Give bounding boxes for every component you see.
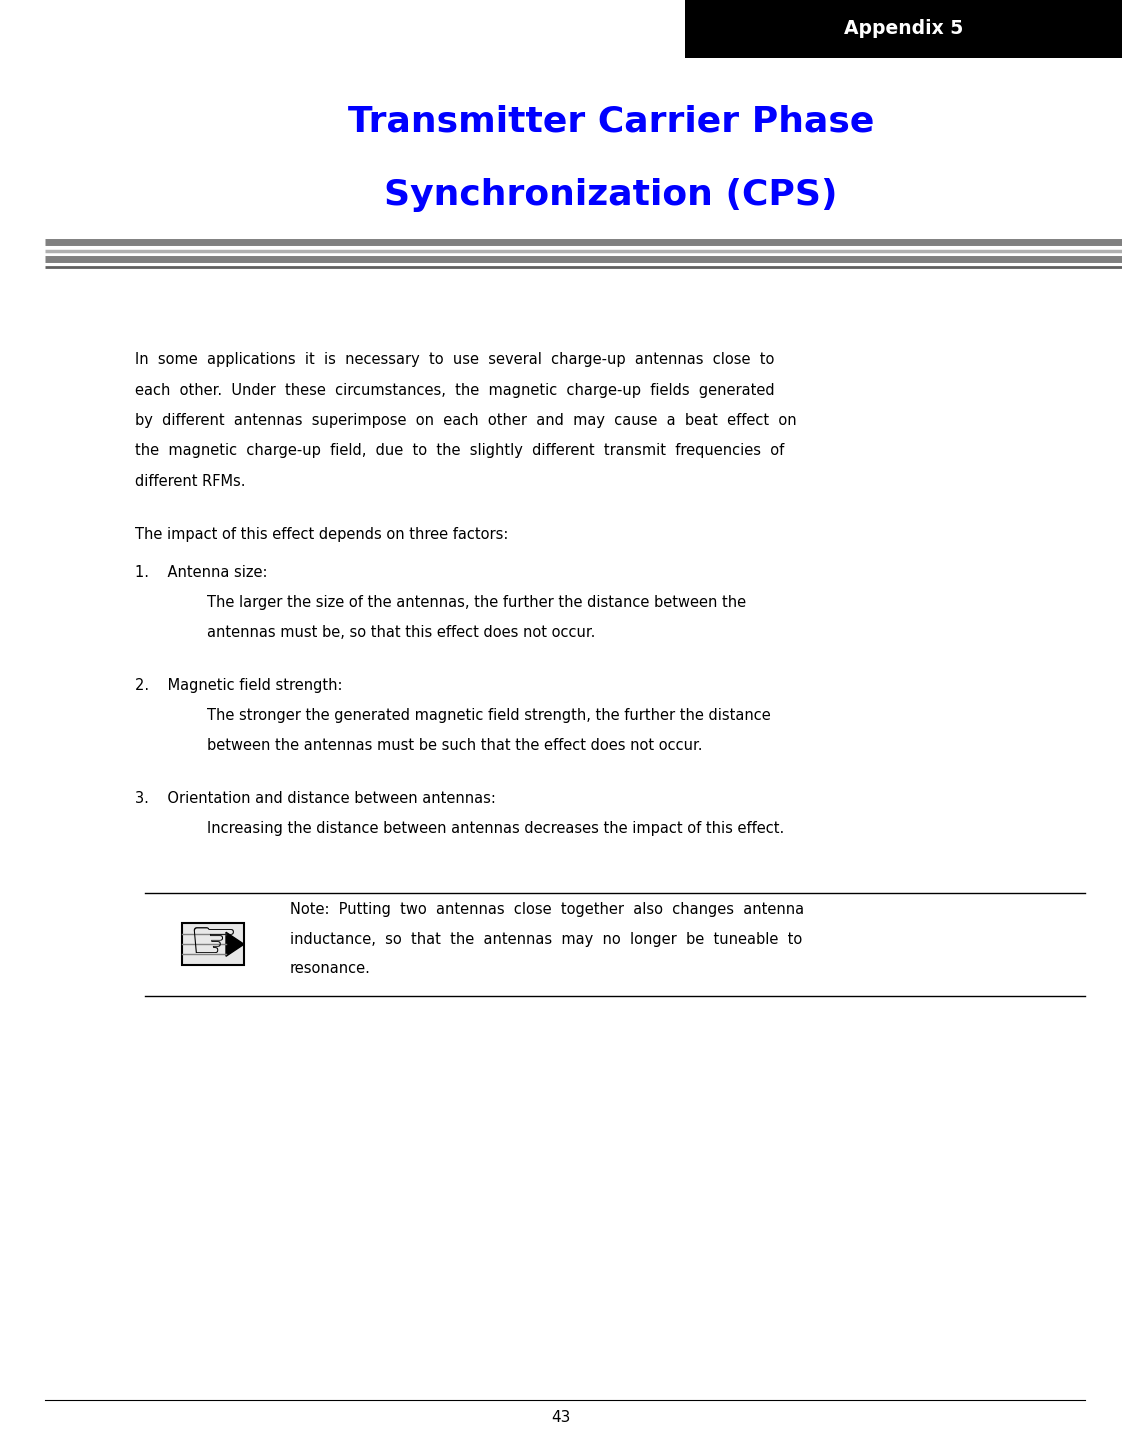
Text: 1.    Antenna size:: 1. Antenna size: <box>135 564 267 580</box>
Text: 3.    Orientation and distance between antennas:: 3. Orientation and distance between ante… <box>135 790 496 806</box>
Text: 43: 43 <box>551 1410 571 1426</box>
Text: between the antennas must be such that the effect does not occur.: between the antennas must be such that t… <box>206 738 702 753</box>
Bar <box>182 923 243 965</box>
Text: inductance,  so  that  the  antennas  may  no  longer  be  tuneable  to: inductance, so that the antennas may no … <box>289 932 802 946</box>
Text: Increasing the distance between antennas decreases the impact of this effect.: Increasing the distance between antennas… <box>206 820 784 835</box>
Text: ☞: ☞ <box>188 917 238 972</box>
Text: 2.    Magnetic field strength:: 2. Magnetic field strength: <box>135 678 342 692</box>
Bar <box>686 0 1122 58</box>
Text: different RFMs.: different RFMs. <box>135 474 246 489</box>
Text: by  different  antennas  superimpose  on  each  other  and  may  cause  a  beat : by different antennas superimpose on eac… <box>135 412 797 428</box>
Text: The larger the size of the antennas, the further the distance between the: The larger the size of the antennas, the… <box>206 594 746 610</box>
Text: the  magnetic  charge-up  field,  due  to  the  slightly  different  transmit  f: the magnetic charge-up field, due to the… <box>135 444 784 459</box>
Text: Synchronization (CPS): Synchronization (CPS) <box>384 177 838 212</box>
Text: The stronger the generated magnetic field strength, the further the distance: The stronger the generated magnetic fiel… <box>206 708 771 722</box>
Text: Transmitter Carrier Phase: Transmitter Carrier Phase <box>348 105 874 138</box>
Text: Appendix 5: Appendix 5 <box>844 20 963 39</box>
Text: The impact of this effect depends on three factors:: The impact of this effect depends on thr… <box>135 526 508 542</box>
Text: each  other.  Under  these  circumstances,  the  magnetic  charge-up  fields  ge: each other. Under these circumstances, t… <box>135 382 774 398</box>
Text: resonance.: resonance. <box>289 960 371 976</box>
Text: Note:  Putting  two  antennas  close  together  also  changes  antenna: Note: Putting two antennas close togethe… <box>289 903 804 917</box>
Polygon shape <box>226 932 243 956</box>
Text: antennas must be, so that this effect does not occur.: antennas must be, so that this effect do… <box>206 624 596 640</box>
Text: In  some  applications  it  is  necessary  to  use  several  charge-up  antennas: In some applications it is necessary to … <box>135 352 774 368</box>
